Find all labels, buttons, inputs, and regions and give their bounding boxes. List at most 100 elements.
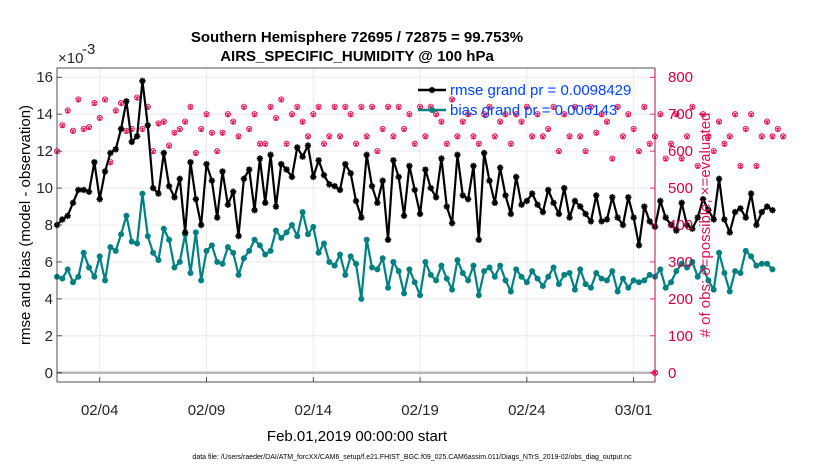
rmse-point-dot [669,223,673,227]
bias-point [598,275,605,282]
obs-evaluated-marker [86,125,92,131]
obs-evaluated-marker [690,105,695,110]
bias-point [59,275,66,282]
bias-point [700,264,707,271]
obs-evaluated-marker [684,134,690,140]
legend-bias-dot [428,107,435,114]
rmse-point-dot [583,212,588,216]
obs-evaluated-marker [295,105,300,110]
obs-evaluated-marker [540,134,545,140]
legend-bias-label: bias grand pr = 0.006143 [450,102,617,119]
obs-evaluated-marker [711,149,716,155]
bias-point [748,253,755,260]
bias-point [689,258,696,265]
bias-point [390,258,397,265]
obs-evaluated-marker [236,134,241,140]
bias-point [379,255,386,262]
y2-tick-label: 500 [668,180,693,197]
obs-evaluated-marker [81,127,86,133]
rmse-point-dot [92,160,97,164]
x-tick-label: 02/09 [188,402,226,419]
obs-evaluated-marker [359,105,364,110]
rmse-point-dot [87,189,91,194]
obs-evaluated-marker [423,134,428,140]
rmse-point-dot [386,237,390,242]
bias-point [70,279,77,286]
obs-evaluated-marker [353,142,359,147]
obs-evaluated-marker [716,119,722,125]
rmse-point-dot [231,189,235,194]
bias-point [336,251,343,258]
rmse-point-dot [460,193,465,198]
rmse-point-dot [412,188,417,192]
bias-point [427,271,434,278]
bias-point [144,233,151,240]
rmse-point-dot [300,154,305,159]
rmse-point-dot [210,178,214,183]
obs-evaluated-marker [380,127,385,133]
bias-point [545,273,552,280]
obs-evaluated-marker [257,142,263,147]
obs-evaluated-marker [279,97,284,103]
bias-point [315,249,322,256]
obs-evaluated-marker [674,112,679,118]
rmse-point-dot [503,193,508,198]
bias-point [304,231,311,238]
bias-point [272,227,279,234]
bias-point [507,288,514,295]
rmse-point-dot [551,201,556,205]
bias-point [459,270,466,277]
bias-point [417,292,424,299]
rmse-point-dot [610,195,615,200]
rmse-point-dot [247,167,252,172]
rmse-point-dot [599,219,604,224]
bias-point [529,268,536,275]
rmse-point-dot [738,206,743,211]
bias-point [256,242,263,249]
obs-evaluated-marker [156,121,161,127]
obs-evaluated-marker [65,108,70,114]
rmse-point-dot [81,188,86,192]
obs-evaluated-marker [252,112,257,118]
legend-bias-marker [428,107,435,114]
rmse-point-dot [594,193,599,198]
obs-evaluated-marker [620,134,626,140]
bias-point [475,292,482,299]
obs-evaluated-marker [567,134,572,140]
obs-evaluated-marker [476,142,481,147]
obs-evaluated-marker [118,101,124,107]
rmse-point-dot [706,208,711,213]
obs-evaluated-marker [482,112,487,118]
obs-evaluated-marker [337,134,343,140]
bias-point [609,268,616,275]
y-tick-label: 4 [45,291,53,308]
obs-evaluated-marker [268,105,273,110]
rmse-point-dot [338,188,342,192]
rmse-point-dot [477,237,481,242]
bias-point [491,273,498,280]
rmse-point-dot [471,164,476,168]
rmse-point-dot [332,184,337,189]
obs-evaluated-marker [498,119,503,125]
rmse-point-dot [220,169,225,174]
y-tick-label: 10 [36,180,53,197]
obs-evaluated-marker [401,127,407,133]
bias-point [155,257,162,264]
bias-point [433,277,440,284]
y-axis-label: rmse and bias (model - observation) [17,105,34,345]
rmse-point-dot [327,182,332,187]
rmse-point-dot [322,173,326,177]
bias-point [523,279,530,286]
rmse-point-dot [605,217,609,222]
bias-point [732,268,739,275]
obs-evaluated-marker [460,119,465,125]
bias-point [230,249,237,256]
bias-point [668,279,675,286]
obs-evaluated-marker [167,143,172,149]
bias-point [118,231,125,238]
bias-point [481,268,488,275]
bias-point [166,236,173,243]
bias-point [347,253,354,260]
obs-evaluated-marker [535,112,540,118]
obs-evaluated-marker [663,156,668,162]
